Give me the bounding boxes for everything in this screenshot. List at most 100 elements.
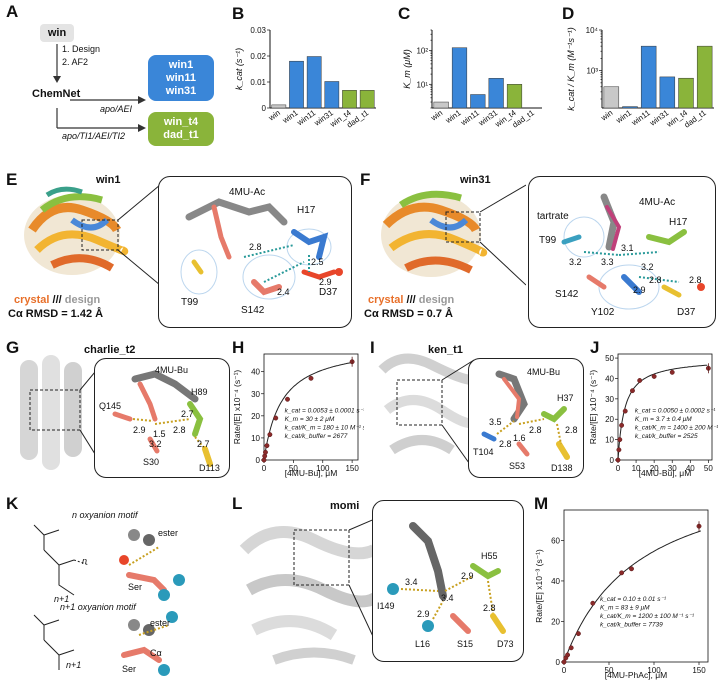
label-ester-top: ester <box>158 528 179 538</box>
bar-win31 <box>488 78 504 109</box>
step-af2: 2. AF2 <box>62 57 89 67</box>
panel-letter-g: G <box>6 338 20 357</box>
x-tick-label: win11 <box>295 108 318 128</box>
panel-e-title: win1 <box>96 174 121 186</box>
bar-dad_t1 <box>359 90 375 109</box>
kinetic-param: k_cat/K_m = 180 ± 10 M⁻¹ s⁻¹ <box>285 424 364 431</box>
label-h55: H55 <box>481 551 498 561</box>
x-tick-label: win <box>599 108 615 123</box>
y-tick-label: 10² <box>416 46 428 55</box>
label-ca: Cα <box>150 648 162 658</box>
design-win11: win11 <box>166 72 196 84</box>
momi-active-site-inset: H55 I149 L16 S15 D73 3.4 2.9 2.9 3.4 2.8 <box>372 500 524 662</box>
dist-e-3: 2.9 <box>319 277 332 287</box>
data-point <box>565 652 571 658</box>
rmsd-f: Cα RMSD = 0.7 Å <box>364 308 453 320</box>
panel-letter-l: L <box>232 494 243 513</box>
dist-f-6: 2.8 <box>649 275 662 285</box>
mm-fit-curve <box>263 361 354 461</box>
y-tick-label: 60 <box>551 536 560 545</box>
panel-letter-k: K <box>6 494 19 513</box>
ken-active-site-drawing <box>481 370 570 460</box>
y-tick-label: 40 <box>605 374 614 383</box>
data-point <box>264 443 270 449</box>
data-point <box>263 449 268 455</box>
data-point <box>568 645 574 651</box>
bar-win1 <box>451 47 468 109</box>
panel-g-title: charlie_t2 <box>84 344 136 356</box>
dist-g-2: 1.5 <box>153 429 166 439</box>
y-axis-label: Rate/[E] x10⁻⁴ (s⁻¹) <box>232 370 242 445</box>
x-tick-label: 100 <box>647 666 661 675</box>
label-y102: Y102 <box>591 307 615 318</box>
data-point <box>261 457 267 463</box>
momi-protein-cartoon <box>239 514 384 665</box>
x-tick-label: 100 <box>316 464 330 473</box>
plot-frame <box>263 353 359 461</box>
y-tick-label: 40 <box>551 577 560 586</box>
oxyanion-motif-diagrams <box>33 524 185 676</box>
dist-f-1: 3.1 <box>621 243 634 253</box>
x-tick-label: win11 <box>629 108 652 128</box>
label-t99: T99 <box>181 297 199 308</box>
kinetic-param: k_cat/K_m = 1200 ± 100 M⁻¹ s⁻¹ <box>600 613 695 620</box>
panel-letter-b: B <box>232 4 245 23</box>
step-design: 1. Design <box>62 44 101 54</box>
dist-f-2: 3.3 <box>601 257 614 267</box>
y-axis-label: Rate/[E] x10⁻⁴ (s⁻¹) <box>588 370 598 445</box>
panel-letter-m: M <box>534 494 549 513</box>
x-tick-label: win11 <box>458 108 481 128</box>
label-ester-bottom: ester <box>150 618 171 628</box>
y-tick-label: 0.02 <box>250 52 266 61</box>
y-axis-label: k_cat (s⁻¹) <box>234 48 244 90</box>
data-point <box>616 447 622 453</box>
label-d73: D73 <box>497 639 514 649</box>
bar-win <box>271 104 287 109</box>
x-tick-label: 20 <box>650 464 659 473</box>
y-tick-label: 0 <box>262 104 267 113</box>
panel-letter-h: H <box>232 338 245 357</box>
dist-i-5: 1.6 <box>513 433 526 443</box>
data-point <box>637 378 643 383</box>
dist-l-4: 3.4 <box>441 593 454 603</box>
kinetic-param: k_cat/k_buffer = 7739 <box>600 622 663 629</box>
dist-f-7: 2.8 <box>689 275 702 285</box>
design-win31: win31 <box>165 85 197 97</box>
y-tick-label: 0.01 <box>250 78 266 87</box>
panel-letter-a: A <box>6 2 19 21</box>
data-point <box>630 388 635 394</box>
x-tick-label: win <box>266 108 282 123</box>
bar-win1 <box>622 106 638 109</box>
label-tartrate: tartrate <box>537 211 569 222</box>
green-design-box: win_t4 dad_t1 <box>148 112 214 146</box>
label-f-t99: T99 <box>539 235 557 246</box>
x-tick-label: win1 <box>443 108 463 126</box>
panel-letter-i: I <box>370 338 375 357</box>
kinetic-param: k_cat/K_m = 1400 ± 200 M⁻¹ s⁻¹ <box>635 424 718 431</box>
panel-letter-d: D <box>562 4 575 23</box>
data-point <box>615 457 621 463</box>
x-tick-label: win1 <box>614 108 634 126</box>
kinetic-param: k_cat = 0.0053 ± 0.0001 s⁻¹ <box>285 407 364 414</box>
y-tick-label: 20 <box>251 412 260 421</box>
design-win1: win1 <box>168 59 194 71</box>
dist-g-3: 2.8 <box>173 425 186 435</box>
x-tick-label: 10 <box>632 464 641 473</box>
win31-protein-cartoon <box>381 184 526 286</box>
panel-letter-f: F <box>360 170 371 189</box>
x-tick-label: 150 <box>692 666 706 675</box>
win1-protein-cartoon <box>24 184 161 286</box>
charlie-protein-cartoon <box>20 355 105 471</box>
data-point <box>619 422 625 428</box>
x-tick-label: 40 <box>686 464 695 473</box>
dist-g-5: 3.2 <box>149 439 162 449</box>
y-tick-label: 20 <box>551 617 560 626</box>
label-h37: H37 <box>557 393 574 403</box>
label-i149: I149 <box>377 601 395 611</box>
legend-e-crystal: crystal <box>14 294 50 306</box>
dist-e-4: 2.4 <box>277 287 290 297</box>
bar-win11 <box>470 94 486 109</box>
y-axis-label: K_m (μM) <box>402 49 412 88</box>
panel-i-title: ken_t1 <box>428 344 463 356</box>
